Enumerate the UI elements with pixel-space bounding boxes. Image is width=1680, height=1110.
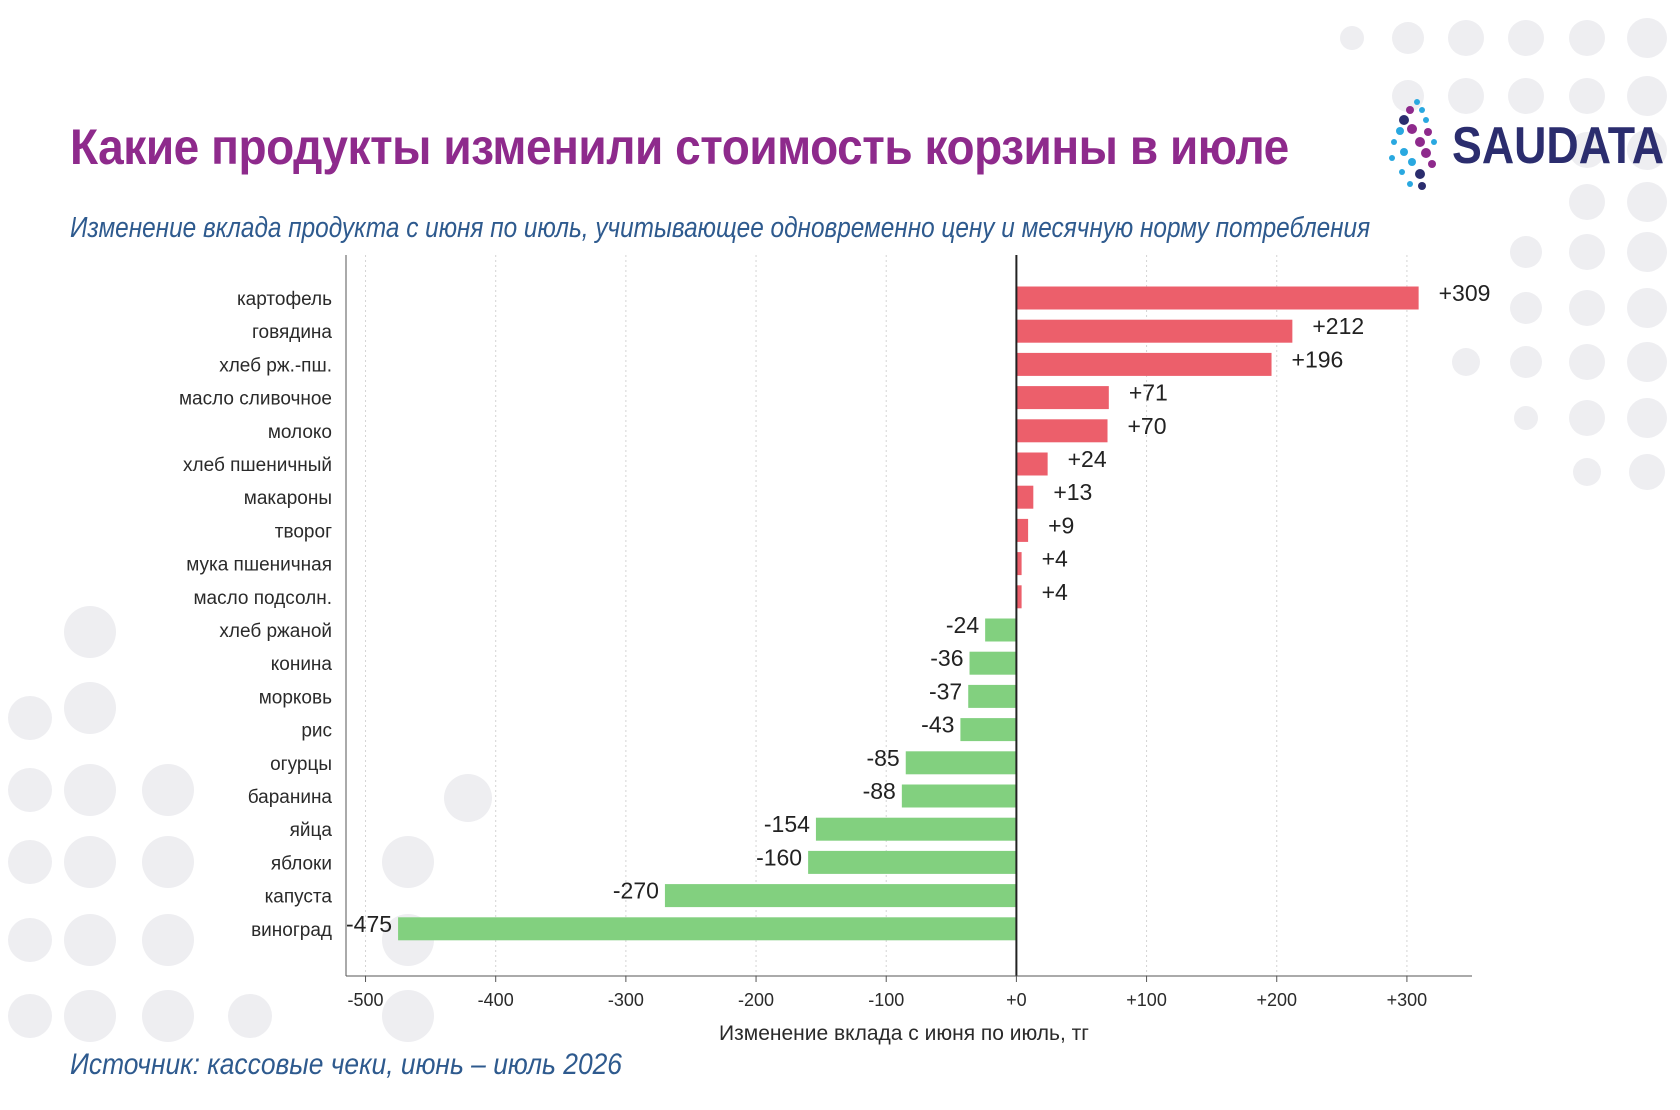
x-tick-label: +100 — [1126, 990, 1167, 1010]
value-label: -37 — [929, 678, 962, 704]
category-label: макароны — [244, 488, 332, 509]
bar — [1016, 452, 1048, 476]
value-label: +70 — [1128, 413, 1167, 439]
category-label: хлеб ржаной — [219, 621, 332, 642]
value-label: -160 — [756, 844, 802, 870]
bar — [901, 784, 1017, 808]
category-label: конина — [271, 654, 333, 675]
x-tick-label: -500 — [348, 990, 384, 1010]
value-label: +13 — [1053, 479, 1092, 505]
bar — [969, 651, 1017, 675]
category-label: мука пшеничная — [186, 555, 332, 576]
x-tick-label: -300 — [608, 990, 644, 1010]
bar — [815, 817, 1017, 841]
category-label: молоко — [268, 422, 332, 443]
category-label: творог — [275, 521, 332, 542]
x-tick-label: +300 — [1387, 990, 1428, 1010]
category-label: капуста — [265, 887, 333, 908]
value-label: +9 — [1048, 512, 1074, 538]
value-label: -270 — [613, 878, 659, 904]
value-label: +4 — [1042, 579, 1068, 605]
x-tick-label: -400 — [478, 990, 514, 1010]
value-label: -85 — [866, 745, 899, 771]
bar — [905, 751, 1017, 775]
category-label: хлеб рж.-пш. — [219, 355, 332, 376]
bar — [1016, 286, 1419, 310]
bar — [398, 917, 1017, 941]
value-label: +309 — [1439, 280, 1491, 306]
bar — [968, 684, 1017, 708]
value-label: +196 — [1292, 346, 1344, 372]
category-label: хлеб пшеничный — [183, 455, 332, 476]
bar — [1016, 319, 1293, 343]
category-label: морковь — [259, 687, 332, 708]
category-label: баранина — [248, 787, 333, 808]
logo-text: SAUDATA — [1452, 117, 1664, 175]
bar — [1016, 485, 1034, 509]
value-label: -88 — [863, 778, 896, 804]
dna-helix-icon — [1389, 99, 1437, 190]
value-label: -24 — [946, 612, 979, 638]
category-label: картофель — [237, 289, 332, 310]
x-tick-label: +200 — [1256, 990, 1297, 1010]
value-label: -475 — [346, 911, 392, 937]
category-label: яблоки — [271, 853, 332, 874]
x-tick-label: -100 — [868, 990, 904, 1010]
bar — [1016, 419, 1108, 443]
value-label: -154 — [764, 811, 810, 837]
category-label: масло сливочное — [179, 389, 332, 410]
chart-title: Какие продукты изменили стоимость корзин… — [70, 119, 1289, 175]
bar — [1016, 518, 1029, 542]
x-tick-label: +0 — [1006, 990, 1027, 1010]
value-label: +4 — [1042, 546, 1068, 572]
saudata-logo: SAUDATA — [1382, 96, 1664, 196]
bar — [1016, 352, 1272, 376]
x-axis-title: Изменение вклада с июня по июль, тг — [719, 1022, 1089, 1045]
value-label: +71 — [1129, 380, 1168, 406]
value-label: +212 — [1312, 313, 1364, 339]
bar — [808, 850, 1017, 874]
value-label: -43 — [921, 712, 954, 738]
bar — [1016, 386, 1109, 410]
x-tick-label: -200 — [738, 990, 774, 1010]
category-label: виноград — [251, 920, 332, 941]
bar — [664, 884, 1017, 908]
category-label: яйца — [290, 820, 333, 841]
bar — [960, 718, 1017, 742]
value-label: +24 — [1068, 446, 1107, 472]
source-note: Источник: кассовые чеки, июнь – июль 202… — [70, 1048, 622, 1081]
category-label: рис — [301, 721, 332, 742]
value-label: -36 — [930, 645, 963, 671]
category-label: огурцы — [270, 754, 332, 775]
category-label: масло подсолн. — [193, 588, 332, 609]
bar — [1016, 552, 1022, 576]
chart-subtitle: Изменение вклада продукта с июня по июль… — [70, 212, 1371, 244]
bar — [1016, 585, 1022, 609]
bar — [985, 618, 1017, 642]
category-label: говядина — [252, 322, 332, 343]
